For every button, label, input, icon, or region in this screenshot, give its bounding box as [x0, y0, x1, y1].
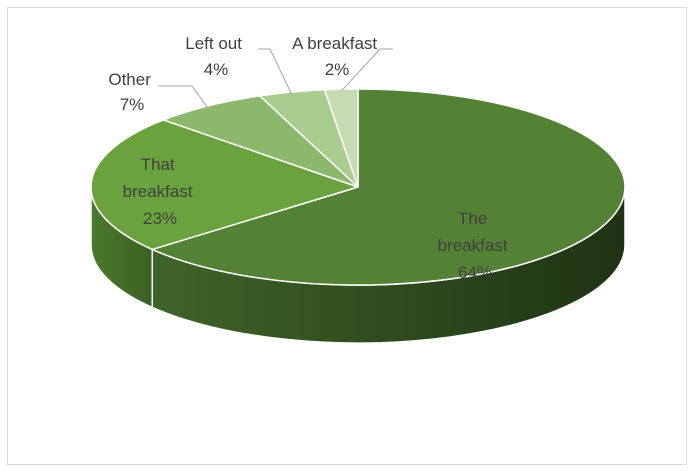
slice-a-breakfast — [323, 88, 359, 188]
leader-line-other — [158, 85, 209, 109]
slice-other — [162, 95, 359, 188]
slice-label-other: Other 7% — [108, 70, 155, 114]
slice-label-left-out: Left out 4% — [185, 34, 246, 79]
leader-line-a-breakfast — [340, 48, 393, 92]
leader-line-left-out — [258, 48, 293, 95]
slice-label-the-breakfast: The breakfast 64% — [438, 209, 513, 282]
slice-that-breakfast — [90, 119, 359, 251]
slice-the-breakfast — [151, 88, 626, 286]
slice-label-a-breakfast: A breakfast 2% — [292, 34, 382, 79]
slice-label-that-breakfast: That breakfast 23% — [123, 155, 198, 228]
